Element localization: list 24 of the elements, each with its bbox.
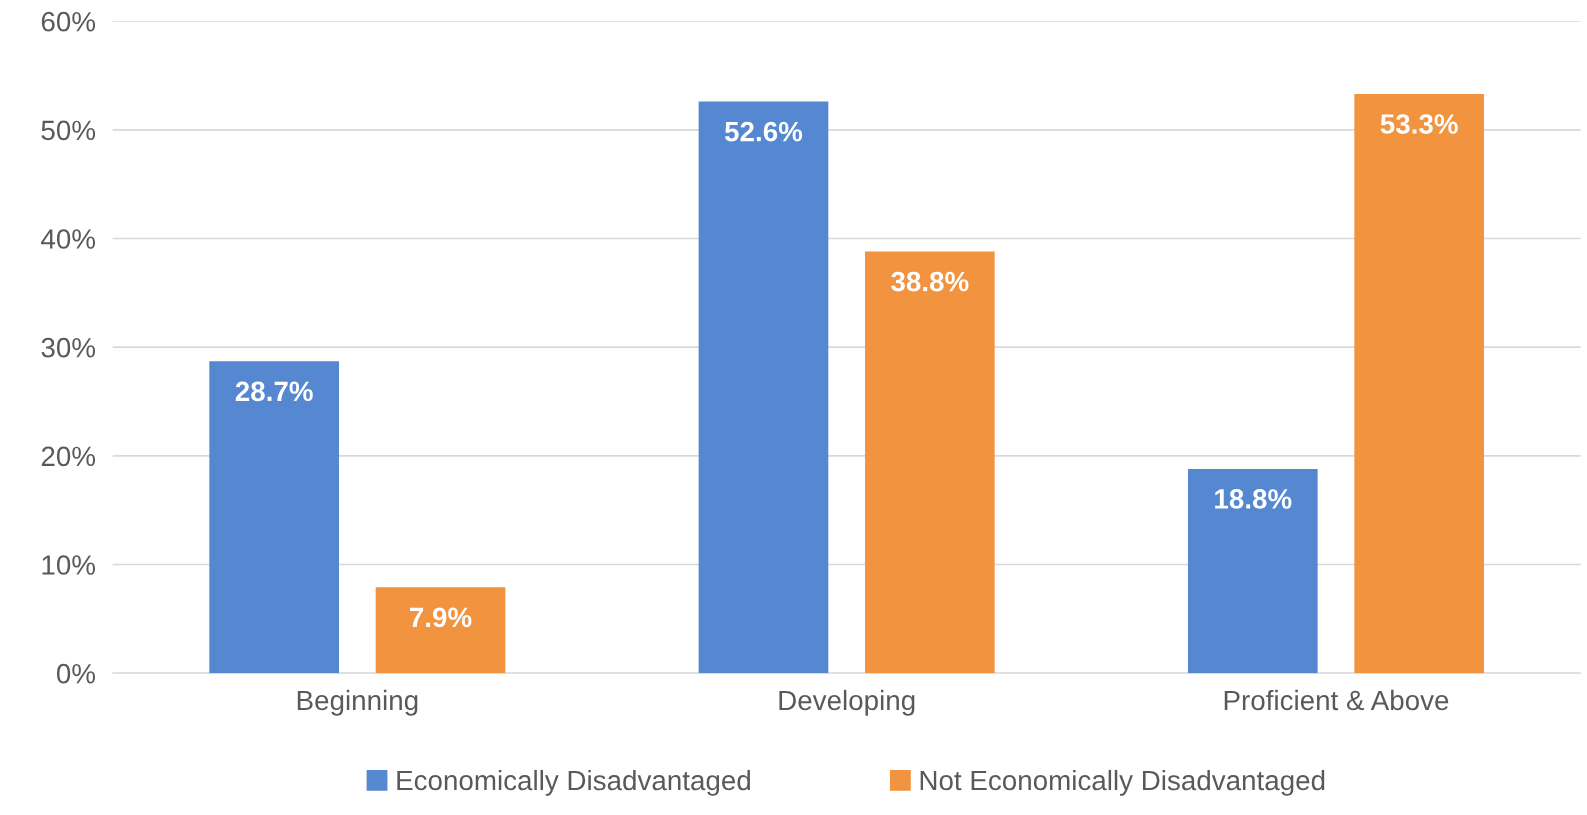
data-label: 7.9% [410, 607, 472, 628]
bar [209, 361, 339, 674]
data-label: 18.8% [1215, 489, 1292, 509]
y-tick-label: 30% [41, 337, 96, 358]
data-label: 38.8% [891, 271, 969, 292]
data-label: 53.3% [1380, 114, 1458, 134]
bar [375, 587, 506, 674]
legend-label: Economically Disadvantaged [397, 769, 750, 796]
bar [1187, 468, 1318, 674]
y-tick-label: 40% [41, 229, 96, 249]
bar [1354, 94, 1485, 674]
y-tick-label: 10% [42, 555, 96, 575]
y-tick-label: 60% [41, 11, 96, 32]
data-label: 28.7% [235, 381, 313, 402]
data-label: 52.6% [724, 121, 803, 142]
y-tick-label: 50% [41, 120, 96, 141]
x-tick-label: Developing [779, 689, 915, 716]
x-tick-label: Beginning [297, 689, 418, 716]
y-tick-label: 20% [41, 446, 96, 467]
x-tick-label: Proficient & Above [1224, 689, 1449, 711]
legend-label: Not Economically Disadvantaged [920, 769, 1325, 796]
bar [865, 251, 995, 674]
bar [698, 101, 829, 674]
y-tick-label: 0% [56, 663, 96, 684]
